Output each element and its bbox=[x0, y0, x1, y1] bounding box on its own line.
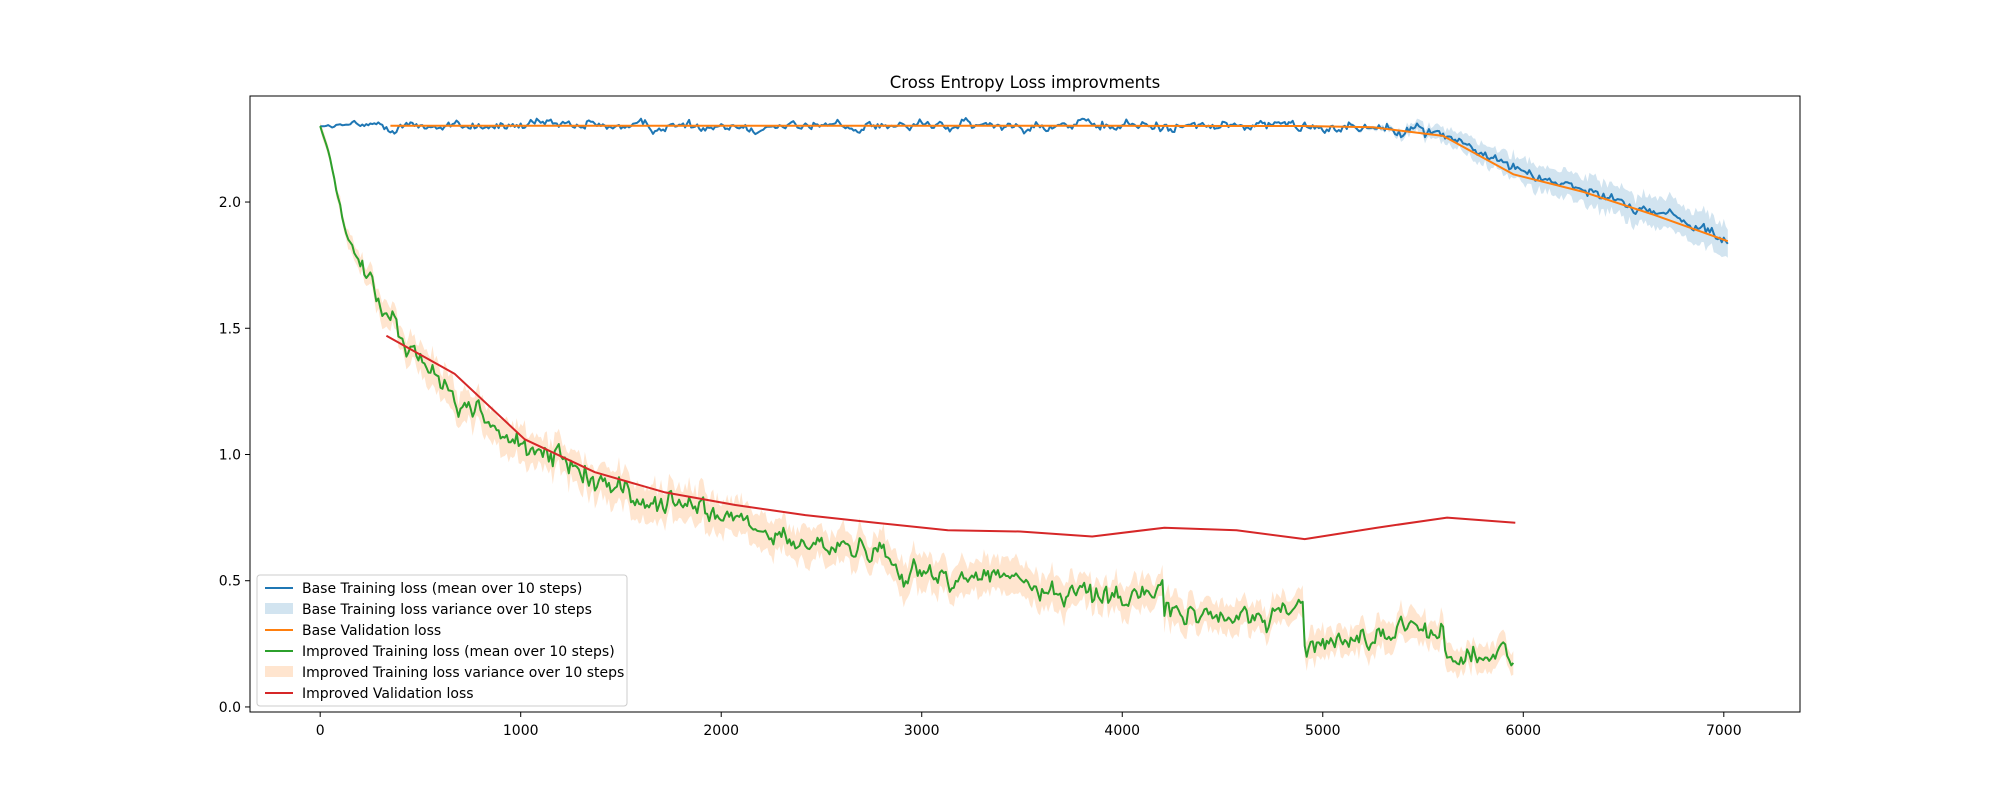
x-tick-label: 3000 bbox=[904, 723, 940, 739]
y-axis: 0.0 0.5 1.0 1.5 2.0 bbox=[219, 195, 250, 716]
x-axis: 0 1000 2000 3000 4000 5000 6000 7000 bbox=[316, 712, 1742, 739]
x-tick-label: 1000 bbox=[503, 723, 539, 739]
legend-swatch bbox=[265, 603, 293, 614]
plot-frame bbox=[249, 95, 1801, 713]
legend-label: Base Training loss variance over 10 step… bbox=[302, 602, 592, 618]
chart-title: Cross Entropy Loss improvments bbox=[890, 73, 1160, 92]
y-tick-label: 0.5 bbox=[219, 574, 241, 590]
x-tick-label: 2000 bbox=[703, 723, 739, 739]
legend-label: Base Validation loss bbox=[302, 623, 441, 639]
legend-label: Improved Training loss (mean over 10 ste… bbox=[302, 644, 615, 660]
series-lines bbox=[319, 117, 1729, 667]
x-tick-label: 0 bbox=[316, 723, 325, 739]
series-line-1 bbox=[320, 117, 1729, 245]
legend-label: Base Training loss (mean over 10 steps) bbox=[302, 581, 582, 597]
series-line-2 bbox=[390, 124, 1729, 243]
legend: Base Training loss (mean over 10 steps) B… bbox=[256, 574, 628, 707]
series-line-3 bbox=[319, 125, 1515, 667]
legend-swatch bbox=[265, 666, 293, 677]
x-tick-label: 4000 bbox=[1104, 723, 1140, 739]
legend-box bbox=[256, 574, 628, 707]
y-tick-label: 1.5 bbox=[219, 321, 241, 337]
x-tick-label: 6000 bbox=[1505, 723, 1541, 739]
x-tick-label: 7000 bbox=[1706, 723, 1742, 739]
x-tick-label: 5000 bbox=[1305, 723, 1341, 739]
legend-label: Improved Validation loss bbox=[302, 686, 474, 702]
series-line-4 bbox=[385, 334, 1516, 541]
y-tick-label: 0.0 bbox=[219, 700, 241, 716]
legend-label: Improved Training loss variance over 10 … bbox=[302, 665, 624, 681]
y-tick-label: 2.0 bbox=[219, 195, 241, 211]
y-tick-label: 1.0 bbox=[219, 447, 241, 463]
